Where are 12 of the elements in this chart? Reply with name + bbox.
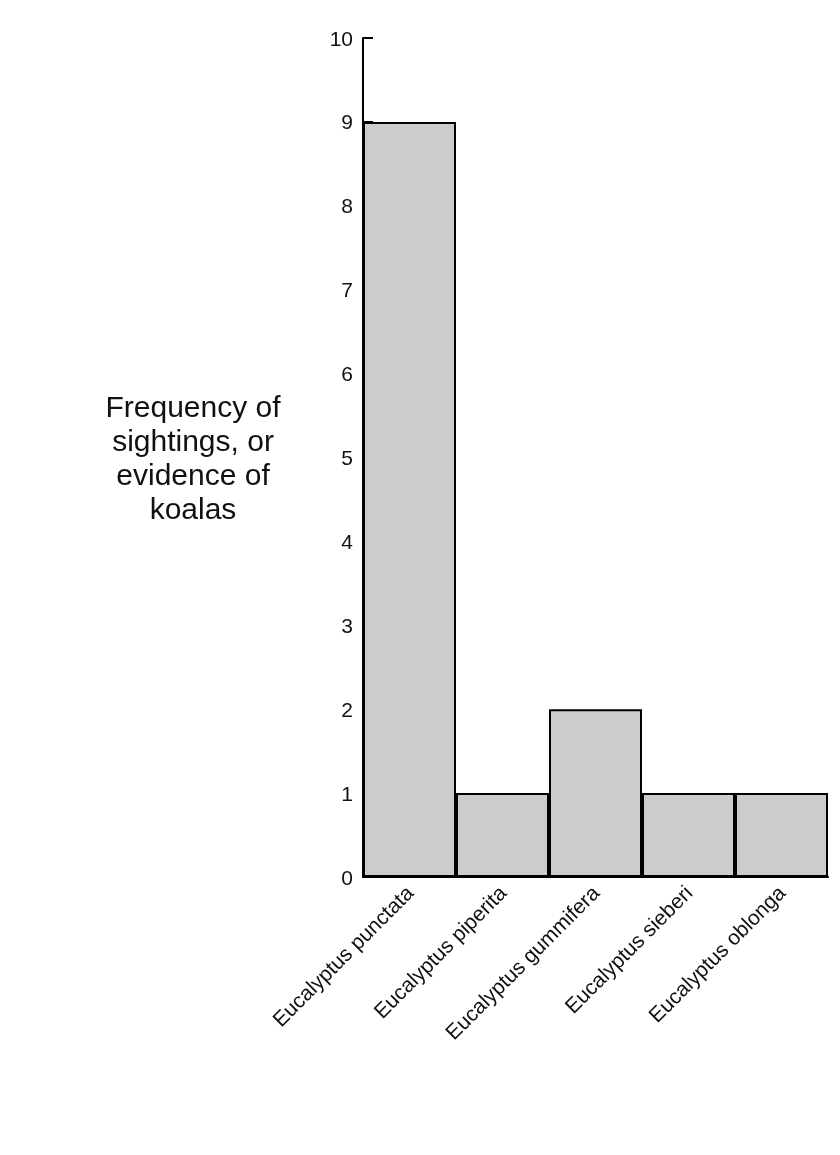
y-tick-label: 1: [341, 781, 353, 805]
y-tick-label: 6: [341, 362, 353, 386]
y-tick-label: 0: [341, 865, 353, 889]
y-tick-label: 4: [341, 529, 354, 553]
y-tick-label: 10: [329, 26, 353, 50]
y-tick-label: 8: [341, 194, 353, 218]
y-tick-label: 9: [341, 110, 353, 134]
y-tick-label: 3: [341, 613, 353, 637]
y-tick-label: 7: [341, 278, 353, 302]
y-axis-title: Frequency of sightings, or evidence of koalas: [105, 390, 282, 525]
y-tick-label: 5: [341, 446, 353, 469]
y-tick-label: 2: [341, 697, 353, 721]
